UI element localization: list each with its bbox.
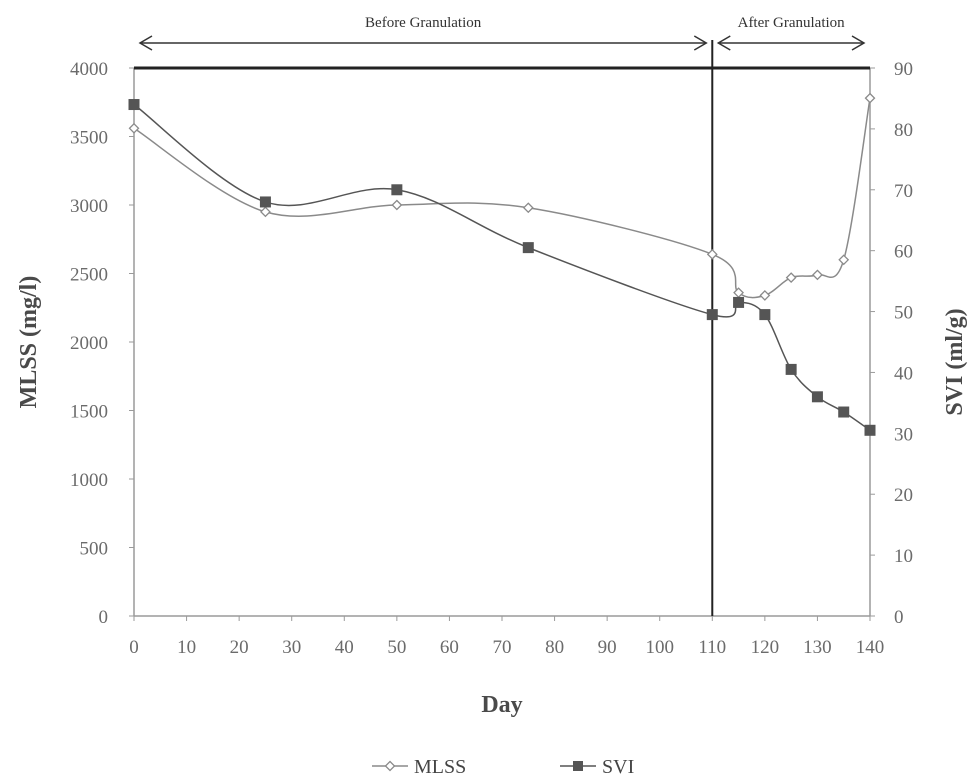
legend-marker [384,760,396,772]
x-tick-label: 90 [598,637,617,658]
x-tick-label: 100 [645,637,674,658]
x-tick-label: 60 [440,637,459,658]
annotations: Before Granulation After Granulation [138,15,866,51]
y-left-tick-label: 1000 [70,470,108,491]
svi-line [133,103,871,431]
y-right-tick-label: 10 [894,546,913,567]
x-tick-label: 0 [129,637,139,658]
mlss-point [706,248,718,260]
plot-frame [133,40,871,617]
svi-point [838,406,850,418]
x-tick-label: 120 [751,637,780,658]
x-tick-label: 20 [230,637,249,658]
y-right-tick-label: 0 [894,607,904,628]
legend-item-svi: SVI [560,756,634,777]
mlss-point [838,254,850,266]
y-left-tick-label: 3000 [70,196,108,217]
mlss-point [785,272,797,284]
y-right-tick-label: 60 [894,242,913,263]
x-tick-label: 40 [335,637,354,658]
y-left-tick-label: 3500 [70,128,108,149]
y-left-tick-label: 4000 [70,59,108,80]
annotation-arrowhead-left [138,35,153,51]
x-tick-label: 140 [856,637,885,658]
series-layer [128,92,876,436]
x-tick-label: 130 [803,637,832,658]
mlss-point [759,290,771,301]
annotation-arrowhead-right [851,35,866,51]
svi-point [706,309,718,321]
y-right-tick-label: 20 [894,485,913,506]
y-axis-right-title: SVI (ml/g) [942,308,968,415]
x-axis-title: Day [481,692,522,718]
x-tick-label: 70 [493,637,512,658]
y-right-tick-label: 90 [894,59,913,80]
legend-marker [573,761,583,771]
y-right-tick-label: 40 [894,363,913,384]
annotation-label: After Granulation [738,15,846,31]
series-svi [128,99,876,436]
svi-point [785,363,797,375]
x-tick-label: 110 [698,637,726,658]
annotation-arrowhead-right [693,35,708,51]
mlss-point [733,287,744,299]
y-left-tick-label: 1500 [70,402,108,423]
x-axis: 0 10 20 30 40 50 60 70 80 90 100 110 120 130 140 [129,616,884,658]
y-left-tick-label: 2500 [70,265,108,286]
svi-point [522,242,534,254]
svi-point [391,184,403,196]
series-mlss [128,92,876,301]
mlss-point [864,92,876,104]
annotation-0: Before Granulation [138,15,708,51]
svi-point [759,309,771,321]
legend-label: MLSS [414,756,466,777]
y-right-tick-label: 30 [894,424,913,445]
y-left-tick-label: 2000 [70,333,108,354]
y-right-tick-label: 80 [894,120,913,141]
y-axis-left-title: MLSS (mg/l) [16,276,42,409]
mlss-line [133,98,871,299]
legend-item-mlss: MLSS [372,756,466,777]
svi-point [128,99,140,111]
y-axis-left: 0 500 1000 1500 2000 2500 3000 3500 4000 [70,59,134,628]
y-left-tick-label: 500 [80,539,109,560]
svi-point [259,196,271,208]
legend-label: SVI [602,756,634,777]
x-tick-label: 30 [282,637,301,658]
legend: MLSS SVI [372,756,634,777]
mlss-point [812,269,823,281]
x-tick-label: 80 [545,637,564,658]
mlss-point [522,202,534,214]
annotation-1: After Granulation [716,15,866,51]
mlss-point [391,199,403,211]
mlss-point [260,206,271,218]
mlss-point [128,122,140,134]
svi-point [811,391,823,403]
y-left-tick-label: 0 [99,607,109,628]
y-right-tick-label: 50 [894,303,913,324]
annotation-label: Before Granulation [365,15,482,31]
y-right-tick-label: 70 [894,181,913,202]
x-tick-label: 10 [177,637,196,658]
annotation-arrowhead-left [716,35,731,51]
y-axis-right: 0 10 20 30 40 50 60 70 80 90 [870,59,913,628]
x-tick-label: 50 [387,637,406,658]
svi-point [864,424,876,436]
svi-point [733,296,745,308]
